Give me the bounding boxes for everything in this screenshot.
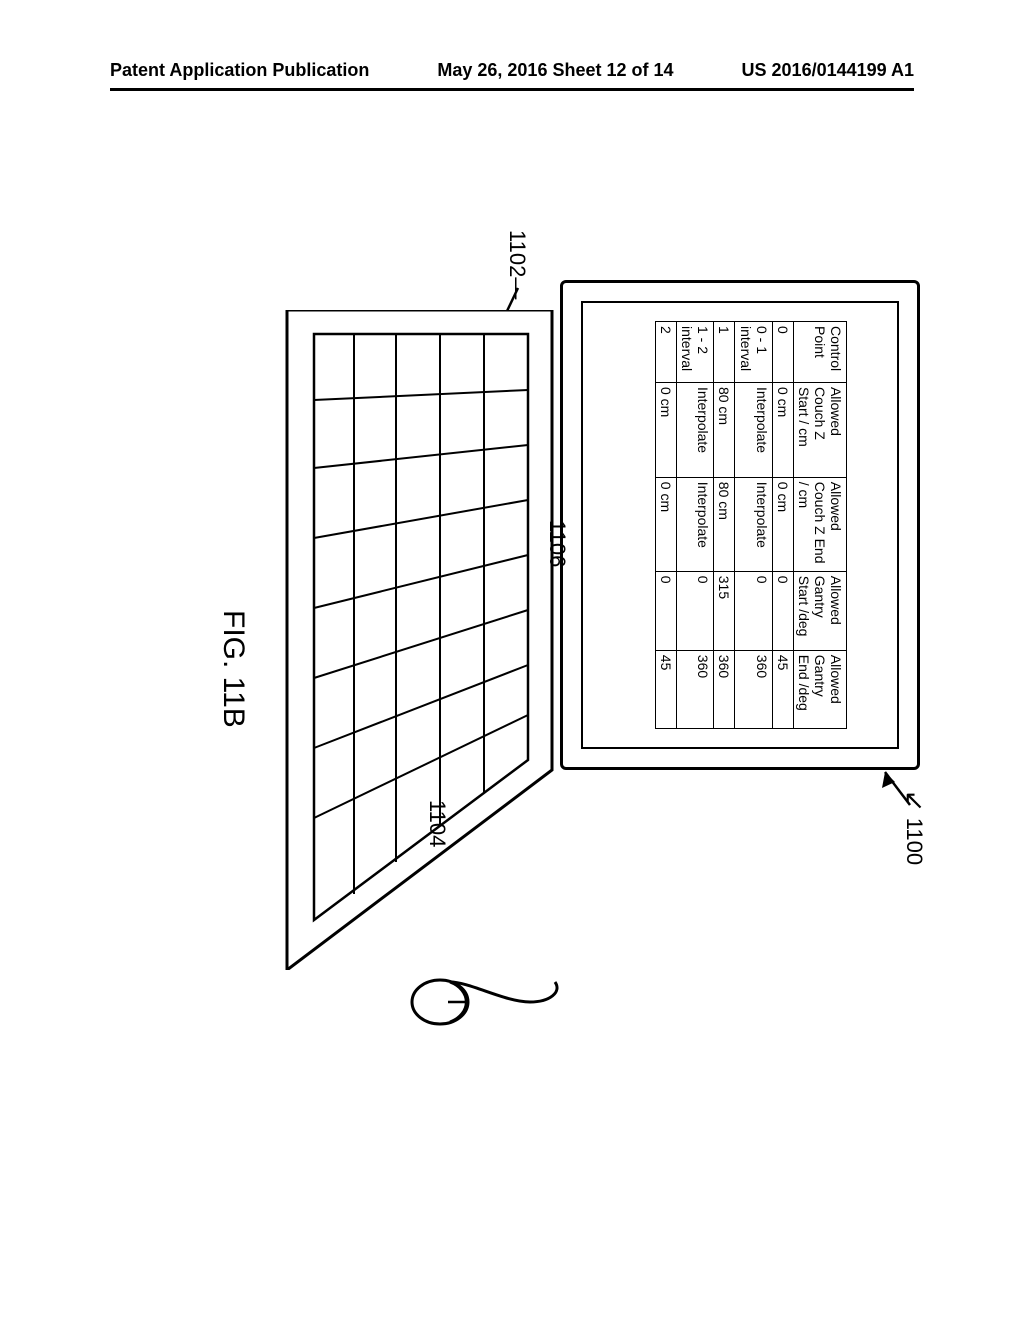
cell: 360 xyxy=(677,650,714,728)
figure-inner: ↙ 1100 Control Point Allowed Couch Z Sta… xyxy=(110,230,930,1060)
table-row: 0 - 1 interval Interpolate Interpolate 0… xyxy=(735,322,772,729)
cell: 0 cm xyxy=(656,382,677,477)
ref-1104: 1104 xyxy=(424,800,450,847)
cell: 0 cm xyxy=(772,382,793,477)
screen-inner: Control Point Allowed Couch Z Start / cm… xyxy=(581,301,899,749)
table-row: 1 - 2 interval Interpolate Interpolate 0… xyxy=(677,322,714,729)
laptop-screen: Control Point Allowed Couch Z Start / cm… xyxy=(560,280,920,770)
ref-1100-text: 1100 xyxy=(902,818,928,865)
cell: 360 xyxy=(714,650,735,728)
page: Patent Application Publication May 26, 2… xyxy=(0,0,1024,1320)
cell: Interpolate xyxy=(677,477,714,571)
cell: 80 cm xyxy=(714,477,735,571)
control-point-table: Control Point Allowed Couch Z Start / cm… xyxy=(655,321,847,729)
figure-label: FIG. 11B xyxy=(216,610,250,728)
cell: 360 xyxy=(735,650,772,728)
cell: 2 xyxy=(656,322,677,383)
cell: 0 xyxy=(772,322,793,383)
table: Control Point Allowed Couch Z Start / cm… xyxy=(655,321,847,729)
leader-tick: — xyxy=(505,277,530,299)
cell: 315 xyxy=(714,571,735,650)
cell: 0 xyxy=(656,571,677,650)
cell: 0 cm xyxy=(772,477,793,571)
col-couch-z-start: Allowed Couch Z Start / cm xyxy=(793,382,846,477)
cell: Interpolate xyxy=(677,382,714,477)
cell: 0 xyxy=(677,571,714,650)
cell: 0 cm xyxy=(656,477,677,571)
col-control-point: Control Point xyxy=(793,322,846,383)
table-header-row: Control Point Allowed Couch Z Start / cm… xyxy=(793,322,846,729)
ref-1102-text: 1102 xyxy=(505,230,530,277)
cell: 45 xyxy=(772,650,793,728)
cell: 0 - 1 interval xyxy=(735,322,772,383)
cell: Interpolate xyxy=(735,477,772,571)
ref-1106: 1106 xyxy=(544,520,570,567)
leader-decoration: ↙ xyxy=(899,790,930,812)
col-gantry-end: Allowed Gantry End /deg xyxy=(793,650,846,728)
laptop-keyboard xyxy=(262,310,562,970)
cell: 1 - 2 interval xyxy=(677,322,714,383)
page-header: Patent Application Publication May 26, 2… xyxy=(0,60,1024,81)
table-row: 0 0 cm 0 cm 0 45 xyxy=(772,322,793,729)
table-row: 1 80 cm 80 cm 315 360 xyxy=(714,322,735,729)
figure-11b: ↙ 1100 Control Point Allowed Couch Z Sta… xyxy=(110,230,930,1060)
cell: 0 xyxy=(735,571,772,650)
header-right: US 2016/0144199 A1 xyxy=(742,60,914,81)
col-gantry-start: Allowed Gantry Start /deg xyxy=(793,571,846,650)
cell: 45 xyxy=(656,650,677,728)
header-center: May 26, 2016 Sheet 12 of 14 xyxy=(437,60,673,81)
cell: 80 cm xyxy=(714,382,735,477)
cell: 1 xyxy=(714,322,735,383)
ref-1100: ↙ 1100 xyxy=(899,790,930,865)
ref-1102: 1102— xyxy=(504,230,530,299)
cell: Interpolate xyxy=(735,382,772,477)
header-rule xyxy=(110,88,914,91)
mouse-icon xyxy=(410,972,560,1052)
col-couch-z-end: Allowed Couch Z End / cm xyxy=(793,477,846,571)
table-row: 2 0 cm 0 cm 0 45 xyxy=(656,322,677,729)
cell: 0 xyxy=(772,571,793,650)
header-left: Patent Application Publication xyxy=(110,60,369,81)
